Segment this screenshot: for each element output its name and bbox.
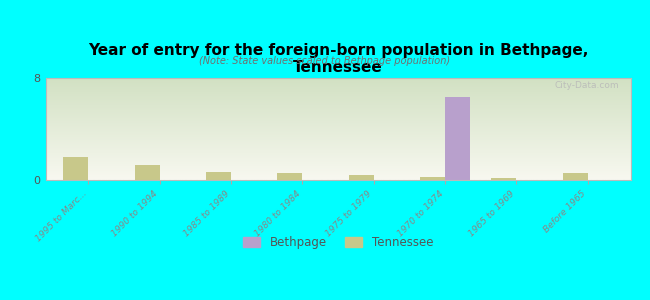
Bar xyxy=(563,173,588,180)
Bar xyxy=(420,177,445,180)
Legend: Bethpage, Tennessee: Bethpage, Tennessee xyxy=(238,231,438,254)
Bar xyxy=(135,165,160,180)
Bar xyxy=(445,97,470,180)
Text: (Note: State values scaled to Bethpage population): (Note: State values scaled to Bethpage p… xyxy=(200,56,450,65)
Bar xyxy=(348,175,374,180)
Title: Year of entry for the foreign-born population in Bethpage,
Tennessee: Year of entry for the foreign-born popul… xyxy=(88,43,588,75)
Bar xyxy=(491,178,516,180)
Bar xyxy=(278,173,302,180)
Bar xyxy=(206,172,231,180)
Bar xyxy=(63,157,88,180)
Text: City-Data.com: City-Data.com xyxy=(554,81,619,90)
